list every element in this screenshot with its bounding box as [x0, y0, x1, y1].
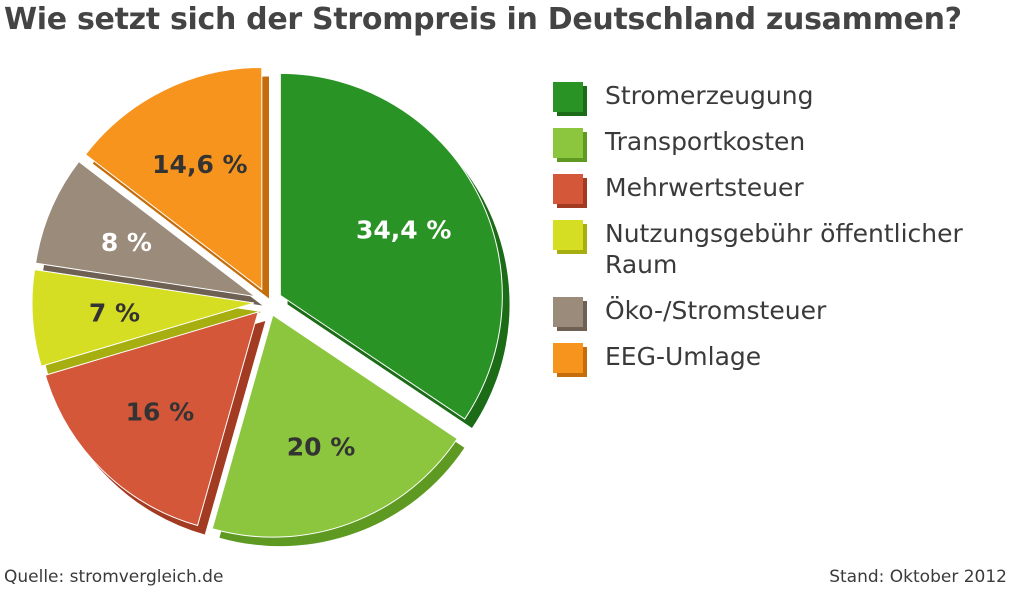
legend-swatch	[553, 220, 587, 254]
legend-item: Nutzungsgebühr öffentlicher Raum	[553, 218, 1003, 280]
legend-label: Öko-/Stromsteuer	[605, 296, 827, 325]
legend-item: Stromerzeugung	[553, 80, 1003, 116]
pie-chart: 34,4 % 20 % 16 % 7 % 8 % 14,6 %	[31, 66, 510, 547]
pie-slice	[211, 314, 458, 538]
legend-item: Transportkosten	[553, 126, 1003, 162]
date-note: Stand: Oktober 2012	[829, 567, 1007, 587]
legend-label: EEG-Umlage	[605, 342, 762, 371]
slice-value-label: 7 %	[89, 299, 140, 328]
legend-item: Mehrwertsteuer	[553, 172, 1003, 208]
slice-value-label: 20 %	[287, 432, 356, 461]
pie-slice	[31, 269, 255, 367]
pie-slice	[84, 66, 263, 291]
legend-item: Öko-/Stromsteuer	[553, 295, 1003, 331]
legend-label: Nutzungsgebühr öffentlicher Raum	[605, 219, 963, 279]
legend-label: Transportkosten	[605, 127, 806, 156]
legend-swatch	[553, 128, 587, 162]
slice-value-label: 34,4 %	[356, 216, 451, 245]
legend-swatch	[553, 174, 587, 208]
legend-label: Mehrwertsteuer	[605, 173, 804, 202]
slice-value-label: 14,6 %	[152, 150, 247, 179]
chart-title: Wie setzt sich der Strompreis in Deutsch…	[4, 2, 962, 37]
legend-swatch	[553, 82, 587, 116]
pie-slice	[44, 311, 259, 527]
pie-slice	[279, 72, 503, 420]
pie-slice	[35, 160, 256, 298]
legend-item: EEG-Umlage	[553, 341, 1003, 377]
legend-label: Stromerzeugung	[605, 81, 814, 110]
slice-value-label: 8 %	[101, 228, 152, 257]
legend-swatch	[553, 297, 587, 331]
legend-swatch	[553, 343, 587, 377]
slice-value-label: 16 %	[126, 397, 195, 426]
source-note: Quelle: stromvergleich.de	[4, 567, 224, 587]
legend: Stromerzeugung Transportkosten Mehrwertste…	[553, 80, 1003, 387]
